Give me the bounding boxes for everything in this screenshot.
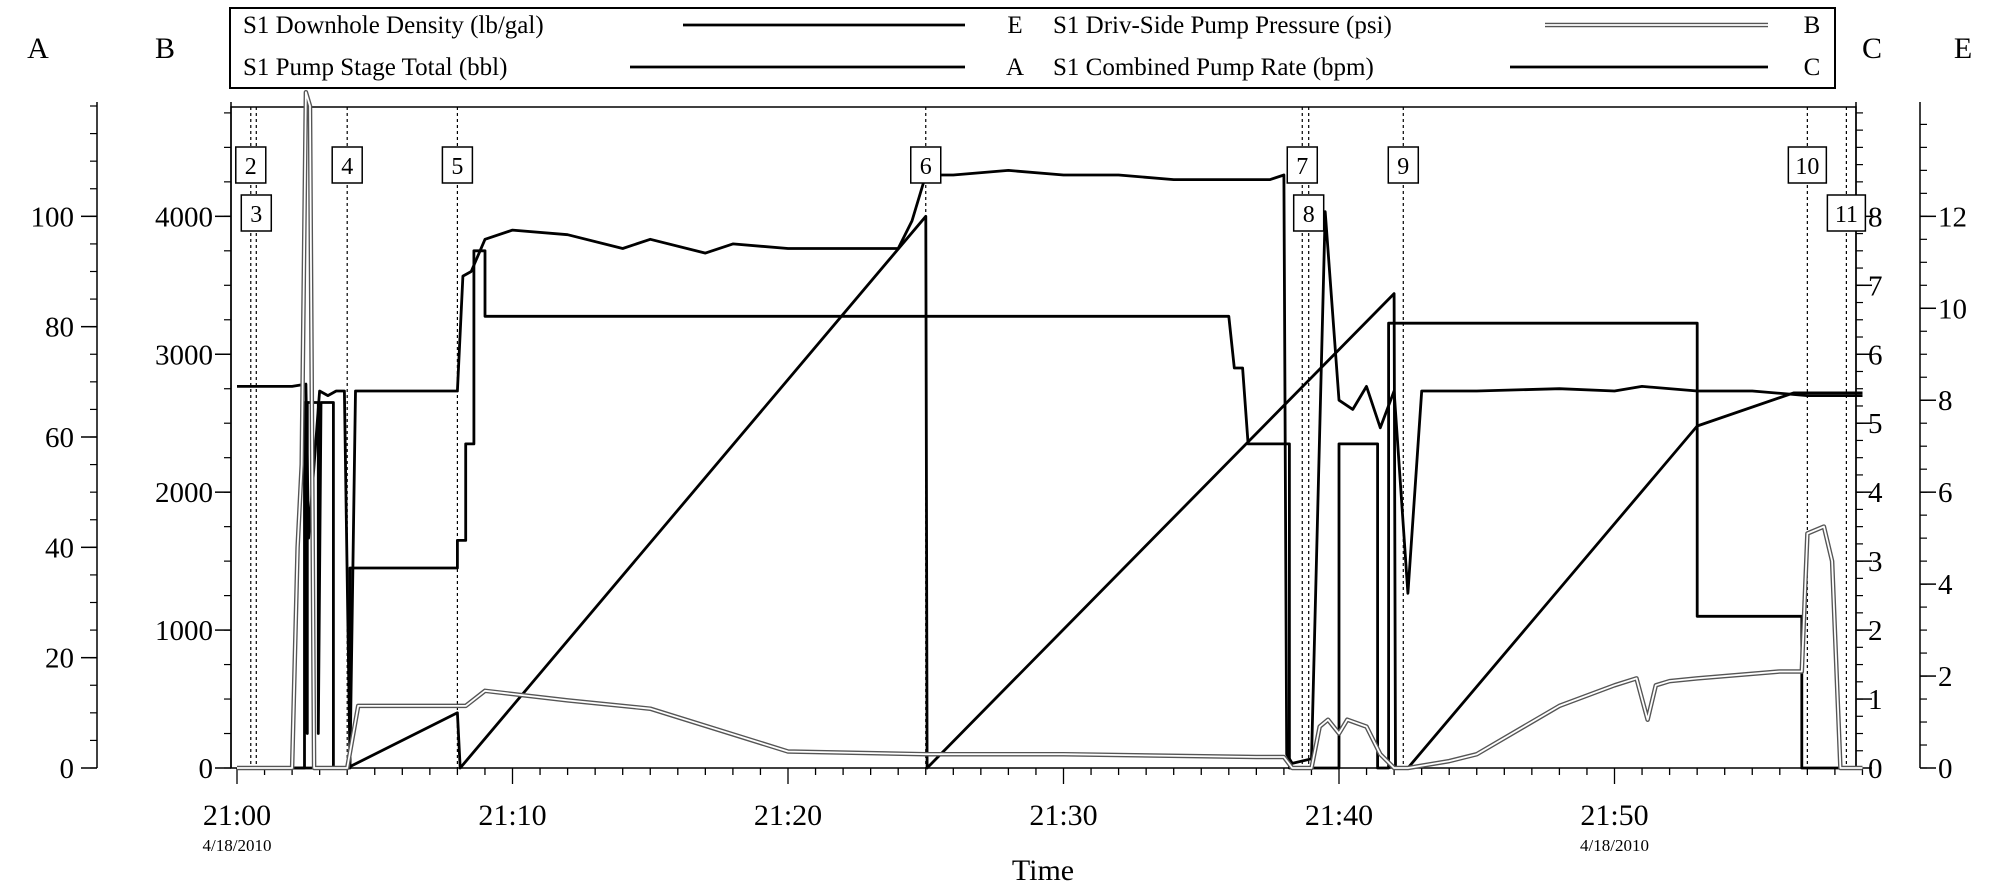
series-line-s1-downhole-density-lb-gal [237,168,1863,765]
axis-c-tick-label: 8 [1868,201,1883,233]
event-marker-labels: 2 3 4 5 6 7 8 9 10 11 [235,146,1867,232]
axis-a-tick-label: 0 [60,753,75,785]
x-axis-tick-label: 21:00 [203,799,271,832]
axis-e-tick-label: 8 [1938,385,1953,417]
legend: S1 Downhole Density (lb/gal) E S1 Driv-Sid… [229,7,1836,89]
event-marker-box [235,146,267,184]
legend-entry-label: S1 Downhole Density (lb/gal) [243,12,544,39]
legend-entry-label: S1 Driv-Side Pump Pressure (psi) [1053,12,1392,39]
x-axis: 21:00 21:10 21:20 21:30 21:40 21:50 4/18/2010 4… [203,768,1864,855]
axis-e-tick-label: 2 [1938,661,1953,693]
axis-c-tick-label: 1 [1868,684,1883,716]
event-marker-box [331,146,363,184]
axis-b-letter: B [155,32,175,65]
axis-a-tick-label: 100 [31,201,75,233]
series-line-s1-pump-stage-total-bbl [237,214,1863,770]
event-marker-label: 2 [245,154,257,180]
axis-c-tick-label: 6 [1868,339,1883,371]
legend-entry-label: S1 Pump Stage Total (bbl) [243,54,507,81]
axis-a-tick-label: 20 [45,643,74,675]
axis-c-tick-label: 0 [1868,753,1883,785]
legend-box [229,7,1836,89]
legend-entry-label: S1 Combined Pump Rate (bpm) [1053,54,1374,81]
event-marker-box [1787,146,1828,184]
axis-a-letter: A [27,32,49,65]
event-marker-box [441,146,474,184]
axis-a: A 0 20 40 60 80 100 [27,32,98,785]
event-marker-label: 8 [1303,202,1315,228]
axis-b-tick-label: 0 [199,753,214,785]
event-marker-box [1387,146,1420,184]
event-marker-label: 10 [1795,154,1819,180]
axis-c-letter: C [1862,32,1882,65]
axis-e-letter: E [1954,32,1972,65]
axis-c-tick-label: 5 [1868,408,1883,440]
x-axis-date-label: 4/18/2010 [1580,836,1649,855]
legend-entry-axis-letter: B [1804,12,1821,39]
x-axis-tick-label: 21:10 [478,799,546,832]
axis-b-tick-label: 1000 [155,615,213,647]
legend-entry-axis-letter: C [1804,54,1821,81]
event-marker-label: 7 [1296,154,1308,180]
axis-a-tick-label: 60 [45,422,74,454]
axis-c-tick-label: 7 [1868,270,1883,302]
axis-c: C 0 1 2 3 4 5 6 7 8 [1855,32,1883,785]
axis-a-tick-label: 40 [45,532,74,564]
event-marker-label: 6 [920,154,932,180]
legend-entry-axis-letter: E [1007,12,1022,39]
legend-entry-axis-letter: A [1006,54,1024,81]
event-marker-box [910,146,942,184]
series-line-s1-driv-side-pump-pressure-psi-outer [237,89,1863,771]
event-marker-box [1826,194,1867,232]
event-markers [250,107,1847,768]
x-axis-label: Time [1012,854,1074,887]
x-axis-tick-label: 21:50 [1580,799,1648,832]
x-axis-date-label: 4/18/2010 [203,836,272,855]
x-axis-tick-label: 21:40 [1305,799,1373,832]
axis-e-tick-label: 0 [1938,753,1953,785]
event-marker-box [1292,194,1325,232]
axis-b: B 0 1000 2000 3000 4000 [155,32,232,785]
series-line-s1-combined-pump-rate-bpm [237,249,1863,770]
event-marker-label: 9 [1397,154,1409,180]
axis-c-tick-label: 4 [1868,477,1883,509]
axis-e-tick-label: 12 [1938,201,1967,233]
axis-b-tick-label: 2000 [155,477,213,509]
series-line-s1-driv-side-pump-pressure-psi [237,91,1863,769]
axis-e: E 0 2 4 6 8 10 12 [1919,32,1972,785]
x-axis-tick-label: 21:20 [754,799,822,832]
x-axis-tick-label: 21:30 [1029,799,1097,832]
axis-c-tick-label: 2 [1868,615,1883,647]
axis-e-tick-label: 4 [1938,569,1953,601]
event-marker-label: 11 [1835,202,1858,228]
event-marker-box [240,194,273,232]
axis-b-tick-label: 4000 [155,201,213,233]
axis-c-tick-label: 3 [1868,546,1883,578]
event-marker-label: 4 [341,154,353,180]
axis-e-tick-label: 6 [1938,477,1953,509]
axis-a-tick-label: 80 [45,312,74,344]
event-marker-label: 3 [250,202,262,228]
event-marker-box [1286,146,1319,184]
axis-b-tick-label: 3000 [155,339,213,371]
event-marker-label: 5 [451,154,463,180]
series-layer [237,89,1863,771]
axis-e-tick-label: 10 [1938,293,1967,325]
